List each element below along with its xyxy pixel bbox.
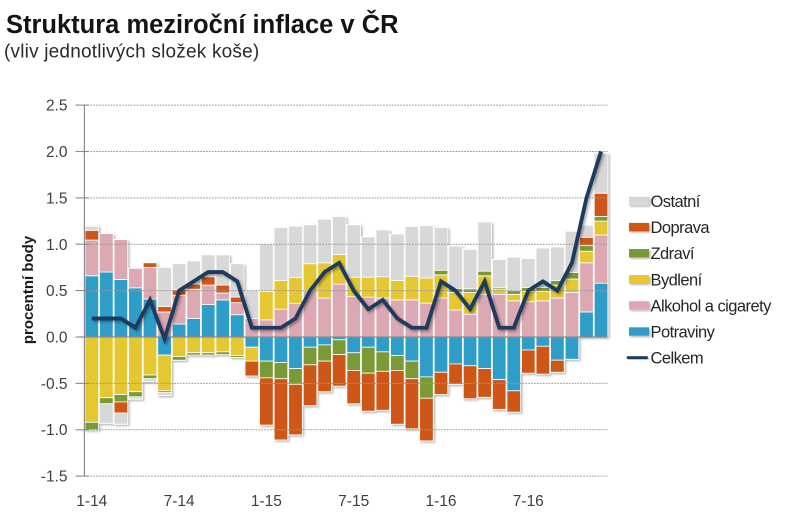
svg-text:Bydlení: Bydlení bbox=[651, 271, 703, 289]
svg-text:1-14: 1-14 bbox=[76, 493, 107, 510]
svg-text:2.5: 2.5 bbox=[46, 98, 68, 115]
svg-text:7-16: 7-16 bbox=[513, 493, 544, 510]
svg-text:1-15: 1-15 bbox=[251, 493, 282, 510]
svg-text:Alkohol a cigarety: Alkohol a cigarety bbox=[651, 297, 773, 315]
svg-text:Zdraví: Zdraví bbox=[651, 245, 695, 263]
svg-text:procentní body: procentní body bbox=[20, 235, 37, 344]
svg-text:Struktura meziroční inflace v: Struktura meziroční inflace v ČR bbox=[6, 9, 399, 39]
svg-text:(vliv jednotlivých složek koše: (vliv jednotlivých složek koše) bbox=[4, 42, 259, 63]
svg-text:Celkem: Celkem bbox=[651, 350, 704, 368]
svg-text:1-16: 1-16 bbox=[425, 493, 456, 510]
svg-text:1.0: 1.0 bbox=[46, 237, 68, 254]
svg-text:1.5: 1.5 bbox=[46, 190, 68, 207]
svg-text:0.5: 0.5 bbox=[46, 283, 68, 300]
svg-text:Doprava: Doprava bbox=[651, 219, 711, 237]
svg-text:-1.0: -1.0 bbox=[41, 422, 68, 439]
svg-text:-0.5: -0.5 bbox=[41, 376, 68, 393]
svg-text:Potraviny: Potraviny bbox=[651, 324, 716, 342]
svg-text:0.0: 0.0 bbox=[46, 330, 68, 347]
svg-text:7-14: 7-14 bbox=[164, 493, 195, 510]
svg-text:-1.5: -1.5 bbox=[41, 469, 68, 486]
svg-text:Ostatní: Ostatní bbox=[651, 193, 701, 211]
svg-text:2.0: 2.0 bbox=[46, 144, 68, 161]
svg-text:7-15: 7-15 bbox=[338, 493, 369, 510]
